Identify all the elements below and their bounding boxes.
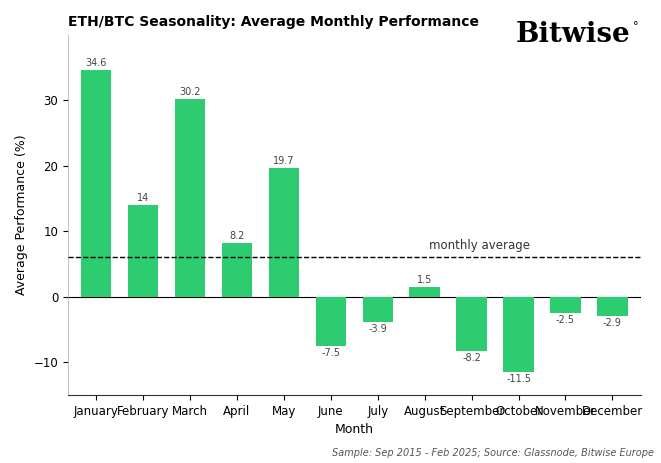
- Text: -8.2: -8.2: [462, 352, 481, 363]
- Text: -2.5: -2.5: [556, 315, 575, 325]
- Text: Sample: Sep 2015 - Feb 2025; Source: Glassnode, Bitwise Europe: Sample: Sep 2015 - Feb 2025; Source: Gla…: [332, 448, 654, 458]
- Bar: [315, 297, 346, 346]
- Text: 14: 14: [137, 193, 149, 203]
- Bar: [597, 297, 628, 316]
- Bar: [268, 168, 299, 297]
- Text: 1.5: 1.5: [417, 275, 432, 285]
- Text: ETH/BTC Seasonality: Average Monthly Performance: ETH/BTC Seasonality: Average Monthly Per…: [68, 15, 479, 29]
- Text: °: °: [633, 21, 639, 31]
- Text: -7.5: -7.5: [321, 348, 340, 358]
- X-axis label: Month: Month: [335, 424, 374, 437]
- Text: Bitwise: Bitwise: [516, 21, 631, 48]
- Text: monthly average: monthly average: [430, 239, 530, 252]
- Bar: [456, 297, 487, 350]
- Bar: [128, 205, 159, 297]
- Bar: [81, 70, 112, 297]
- Text: -2.9: -2.9: [603, 318, 622, 328]
- Text: 19.7: 19.7: [273, 156, 295, 166]
- Bar: [409, 287, 440, 297]
- Bar: [221, 243, 253, 297]
- Bar: [503, 297, 534, 372]
- Bar: [550, 297, 581, 313]
- Text: -3.9: -3.9: [368, 324, 387, 334]
- Bar: [362, 297, 393, 322]
- Text: 8.2: 8.2: [229, 231, 245, 241]
- Text: 34.6: 34.6: [85, 58, 107, 68]
- Y-axis label: Average Performance (%): Average Performance (%): [15, 134, 28, 295]
- Bar: [175, 99, 206, 297]
- Text: 30.2: 30.2: [179, 87, 201, 97]
- Text: -11.5: -11.5: [506, 374, 531, 384]
